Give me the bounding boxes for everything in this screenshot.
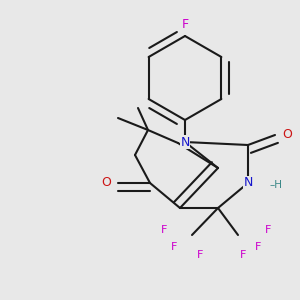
Text: –H: –H (270, 180, 283, 190)
Text: F: F (197, 250, 203, 260)
Text: O: O (282, 128, 292, 142)
Text: F: F (265, 225, 271, 235)
Text: F: F (255, 242, 261, 252)
Text: F: F (171, 242, 177, 252)
Text: F: F (240, 250, 246, 260)
Text: F: F (182, 19, 189, 32)
Text: F: F (161, 225, 167, 235)
Text: N: N (243, 176, 253, 190)
Text: O: O (101, 176, 111, 190)
Text: N: N (180, 136, 190, 148)
